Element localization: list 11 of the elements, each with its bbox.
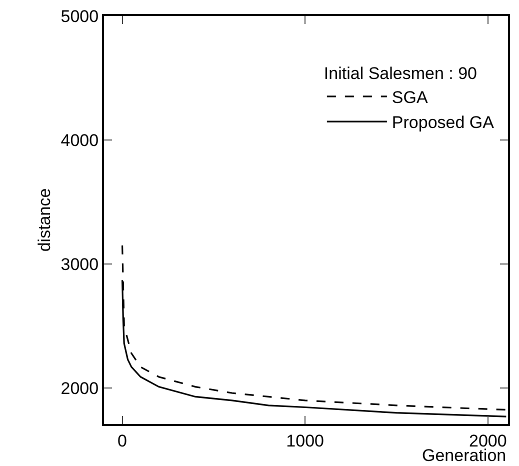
legend-label: Proposed GA xyxy=(392,113,495,132)
x-axis-title: Generation xyxy=(422,446,506,465)
y-tick-label: 2000 xyxy=(60,378,99,398)
y-tick-label: 5000 xyxy=(60,6,99,26)
y-tick-label: 3000 xyxy=(60,254,99,274)
y-axis-title: distance xyxy=(34,188,54,252)
legend-title: Initial Salesmen : 90 xyxy=(324,64,478,83)
y-tick-label: 4000 xyxy=(60,130,99,150)
legend-label: SGA xyxy=(392,88,428,108)
x-tick-label: 0 xyxy=(118,431,128,450)
x-tick-label: 1000 xyxy=(286,431,324,450)
